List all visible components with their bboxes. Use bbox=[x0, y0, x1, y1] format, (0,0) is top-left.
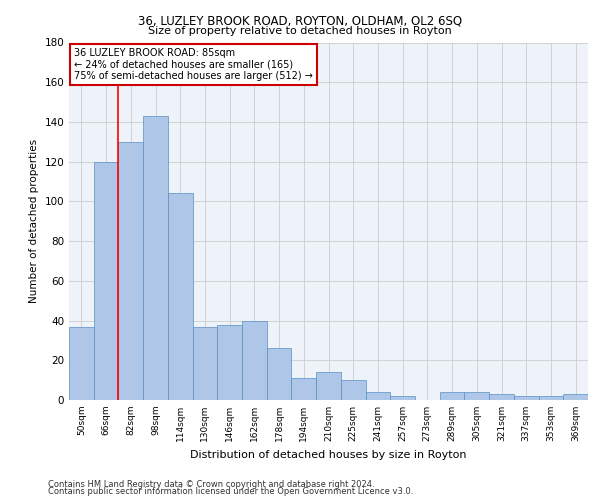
Bar bbox=[341, 380, 365, 400]
Bar bbox=[94, 162, 118, 400]
Bar bbox=[168, 194, 193, 400]
Bar bbox=[563, 394, 588, 400]
Bar bbox=[489, 394, 514, 400]
Bar bbox=[292, 378, 316, 400]
Text: 36 LUZLEY BROOK ROAD: 85sqm
← 24% of detached houses are smaller (165)
75% of se: 36 LUZLEY BROOK ROAD: 85sqm ← 24% of det… bbox=[74, 48, 313, 81]
Bar bbox=[365, 392, 390, 400]
Bar bbox=[143, 116, 168, 400]
Bar bbox=[539, 396, 563, 400]
Bar bbox=[440, 392, 464, 400]
Bar bbox=[464, 392, 489, 400]
Y-axis label: Number of detached properties: Number of detached properties bbox=[29, 139, 39, 304]
Text: 36, LUZLEY BROOK ROAD, ROYTON, OLDHAM, OL2 6SQ: 36, LUZLEY BROOK ROAD, ROYTON, OLDHAM, O… bbox=[138, 14, 462, 27]
Bar bbox=[316, 372, 341, 400]
X-axis label: Distribution of detached houses by size in Royton: Distribution of detached houses by size … bbox=[190, 450, 467, 460]
Text: Contains HM Land Registry data © Crown copyright and database right 2024.: Contains HM Land Registry data © Crown c… bbox=[48, 480, 374, 489]
Text: Contains public sector information licensed under the Open Government Licence v3: Contains public sector information licen… bbox=[48, 488, 413, 496]
Bar bbox=[217, 324, 242, 400]
Bar bbox=[267, 348, 292, 400]
Bar bbox=[118, 142, 143, 400]
Bar bbox=[514, 396, 539, 400]
Bar bbox=[193, 326, 217, 400]
Bar bbox=[390, 396, 415, 400]
Bar bbox=[69, 326, 94, 400]
Text: Size of property relative to detached houses in Royton: Size of property relative to detached ho… bbox=[148, 26, 452, 36]
Bar bbox=[242, 320, 267, 400]
